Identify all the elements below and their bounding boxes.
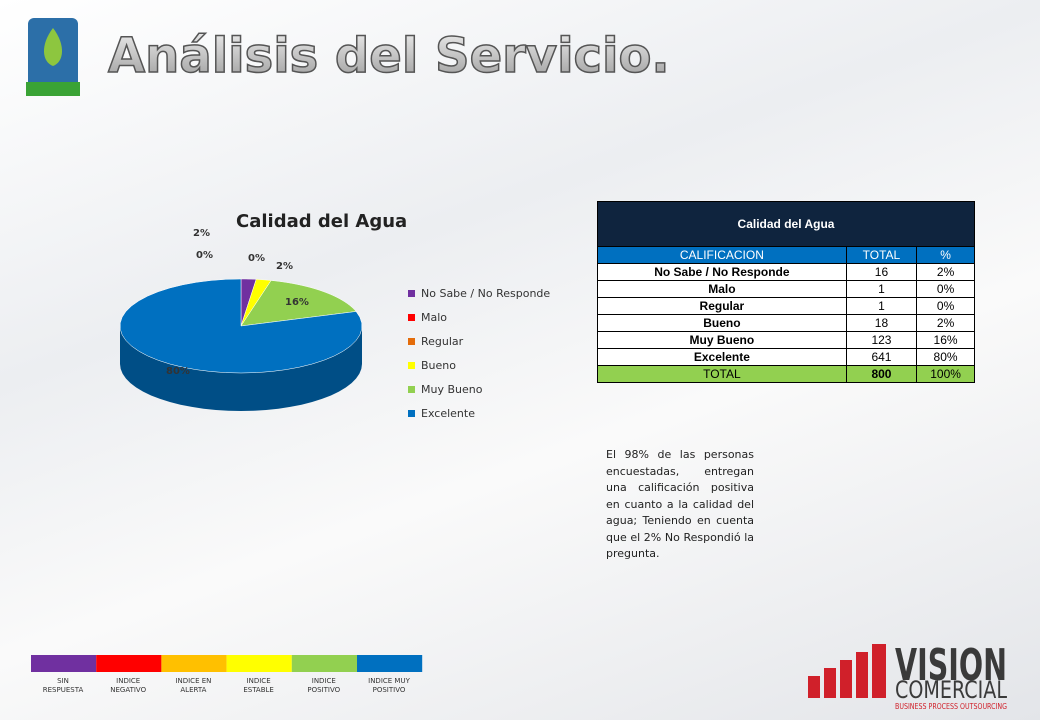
chart-title: Calidad del Agua — [236, 211, 407, 232]
data-label: 0% — [248, 253, 265, 264]
cell: 2% — [916, 263, 975, 281]
scale-label: SIN RESPUESTA — [43, 677, 84, 694]
scale-swatch — [161, 655, 227, 672]
cell: 2% — [916, 314, 975, 332]
scale-swatch — [291, 655, 357, 672]
legend-label: Excelente — [421, 407, 475, 420]
cell: Malo — [597, 280, 847, 298]
legend-swatch — [408, 362, 415, 369]
cell: 0% — [916, 280, 975, 298]
scale-label: INDICE MUY POSITIVO — [368, 677, 410, 694]
cell: 800 — [845, 365, 918, 383]
cell: 18 — [845, 314, 918, 332]
logo-name2: COMERCIAL — [895, 676, 1008, 704]
scale-label: INDICE ESTABLE — [243, 677, 274, 694]
legend-label: No Sabe / No Responde — [421, 287, 550, 300]
data-label: 2% — [276, 261, 293, 272]
legend-label: Bueno — [421, 359, 456, 372]
th: TOTAL — [845, 246, 918, 264]
logo-tagline: BUSINESS PROCESS OUTSOURCING — [895, 702, 1007, 711]
scale-swatch — [96, 655, 162, 672]
th: CALIFICACION — [597, 246, 847, 264]
legend-swatch — [408, 386, 415, 393]
data-label: 16% — [285, 297, 309, 308]
scale-label: INDICE POSITIVO — [307, 677, 340, 694]
slice-side — [120, 326, 362, 411]
cell: 641 — [845, 348, 918, 366]
cell: TOTAL — [597, 365, 847, 383]
slice — [240, 280, 357, 327]
scale-label: INDICE EN ALERTA — [175, 677, 211, 694]
scale-swatch — [226, 655, 292, 672]
cell: No Sabe / No Responde — [597, 263, 847, 281]
data-label: 80% — [166, 366, 190, 377]
legend-label: Regular — [421, 335, 464, 348]
legend-swatch — [408, 290, 415, 297]
cell: 100% — [916, 365, 975, 383]
cell: 16% — [916, 331, 975, 349]
legend-swatch — [408, 338, 415, 345]
slice — [119, 278, 363, 374]
cell: Excelente — [597, 348, 847, 366]
logo-name: VISION — [895, 640, 1007, 691]
cell: Muy Bueno — [597, 331, 847, 349]
legend-swatch — [408, 410, 415, 417]
slide-title: Análisis del Servicio. — [108, 28, 670, 84]
data-label: 2% — [193, 228, 210, 239]
cell: 16 — [845, 263, 918, 281]
table-title: Calidad del Agua — [597, 201, 975, 247]
data-table: Calidad del Agua CALIFICACION TOTAL% No S… — [597, 201, 975, 383]
th: % — [916, 246, 975, 264]
cell: Bueno — [597, 314, 847, 332]
data-label: 0% — [196, 250, 213, 261]
logo-bars — [808, 644, 886, 698]
legend-swatch — [408, 314, 415, 321]
legend-label: Malo — [421, 311, 447, 324]
cell: 1 — [845, 280, 918, 298]
scale-label: INDICE NEGATIVO — [110, 677, 146, 694]
paragraph: El 98% de las personas encuestadas, entr… — [606, 448, 754, 560]
scale-swatch — [31, 655, 97, 672]
cell: 0% — [916, 297, 975, 315]
legend-label: Muy Bueno — [421, 383, 483, 396]
left-logo — [26, 18, 80, 96]
cell: 1 — [845, 297, 918, 315]
cell: 123 — [845, 331, 918, 349]
cell: 80% — [916, 348, 975, 366]
cell: Regular — [597, 297, 847, 315]
scale-swatch — [357, 655, 423, 672]
